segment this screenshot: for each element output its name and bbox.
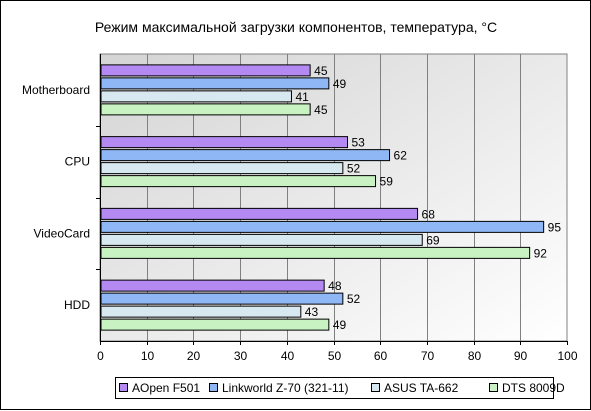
legend-swatch — [209, 383, 218, 392]
bar — [100, 175, 377, 188]
category-label: VideoCard — [34, 226, 90, 240]
x-tick-label: 70 — [421, 349, 435, 363]
data-label: 62 — [394, 149, 408, 163]
bar — [100, 103, 311, 116]
bar — [100, 149, 391, 162]
data-label: 69 — [426, 233, 440, 247]
bar — [100, 220, 545, 233]
data-label: 43 — [305, 305, 319, 319]
x-tick-label: 80 — [468, 349, 482, 363]
category-label: HDD — [64, 298, 90, 312]
data-label: 45 — [314, 64, 328, 78]
legend-label: ASUS TA-662 — [384, 381, 459, 395]
data-label: 49 — [333, 77, 347, 91]
x-tick-label: 0 — [97, 349, 104, 363]
legend-swatch — [489, 383, 498, 392]
data-label: 48 — [328, 279, 342, 293]
bar — [100, 64, 311, 77]
data-label: 49 — [333, 318, 347, 332]
data-label: 68 — [422, 207, 436, 221]
category-label: Motherboard — [22, 83, 90, 97]
bar — [100, 318, 330, 331]
data-label: 52 — [347, 162, 361, 176]
legend: AOpen F501 Linkworld Z-70 (321-11) ASUS TA… — [115, 377, 565, 399]
chart-title: Режим максимальной загрузки компонентов,… — [95, 19, 497, 35]
data-label: 59 — [380, 175, 394, 189]
data-label: 45 — [314, 103, 328, 117]
legend-box — [115, 377, 554, 399]
x-tick-label: 40 — [281, 349, 295, 363]
bar — [100, 207, 419, 220]
bar — [100, 279, 325, 292]
x-tick-label: 10 — [141, 349, 155, 363]
bar — [100, 162, 344, 175]
bar — [100, 246, 531, 259]
bar — [100, 136, 349, 149]
data-label: 95 — [548, 220, 562, 234]
category-label: CPU — [65, 155, 90, 169]
x-tick-label: 60 — [374, 349, 388, 363]
legend-swatch — [371, 383, 380, 392]
bars: 45 49 41 45 53 62 52 59 68 95 69 92 48 52 43 49 — [100, 64, 562, 332]
data-label: 53 — [352, 136, 366, 150]
bar — [100, 233, 423, 246]
legend-label: AOpen F501 — [132, 381, 200, 395]
legend-label: DTS 8009D — [502, 381, 565, 395]
bar — [100, 305, 302, 318]
x-tick-label: 90 — [514, 349, 528, 363]
data-label: 92 — [534, 246, 548, 260]
legend-label: Linkworld Z-70 (321-11) — [222, 381, 349, 395]
x-tick-label: 30 — [234, 349, 248, 363]
x-tick-label: 50 — [328, 349, 342, 363]
bar — [100, 90, 292, 103]
data-label: 52 — [347, 292, 361, 306]
data-label: 41 — [295, 90, 309, 104]
bar — [100, 77, 330, 90]
x-tick-label: 20 — [187, 349, 201, 363]
x-tick-label: 100 — [557, 349, 577, 363]
bar — [100, 292, 344, 305]
legend-swatch — [119, 383, 128, 392]
axes: 0 10 20 30 40 50 60 70 80 90 100 Motherboard CPU Vide… — [22, 54, 578, 363]
